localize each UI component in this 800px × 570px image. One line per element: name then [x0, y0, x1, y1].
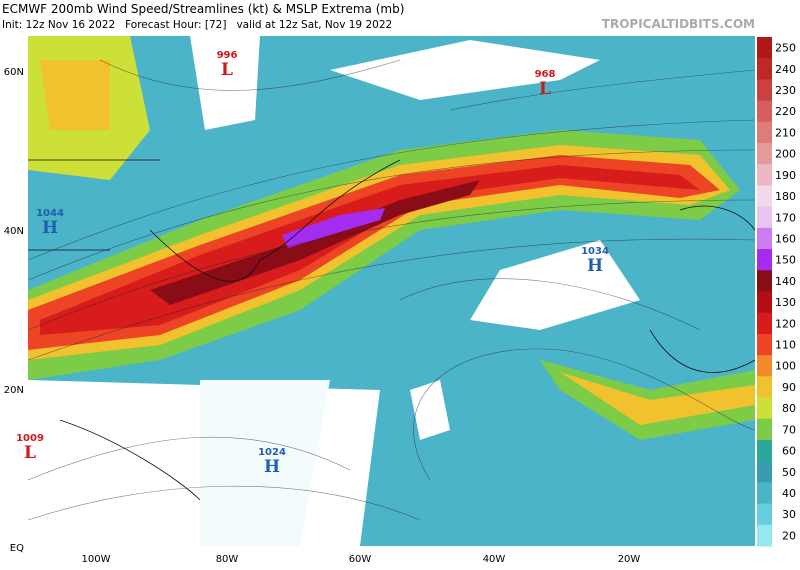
latitude-label: 60N [4, 67, 24, 78]
colorbar-swatch [757, 333, 772, 356]
colorbar-label: 20 [782, 529, 796, 542]
subtitle: Init: 12z Nov 16 2022 Forecast Hour: [72… [2, 19, 392, 31]
colorbar-label: 90 [782, 381, 796, 394]
colorbar-label: 200 [775, 148, 796, 161]
colorbar-swatch [757, 376, 772, 399]
colorbar-swatch [757, 439, 772, 462]
colorbar-swatch [757, 461, 772, 483]
colorbar-label: 80 [782, 402, 796, 415]
colorbar-swatch [757, 164, 772, 186]
longitude-label: 60W [349, 554, 372, 565]
colorbar-swatch [757, 121, 772, 144]
pressure-value: 1009 [16, 433, 44, 444]
longitude-label: 80W [216, 554, 239, 565]
colorbar-label: 120 [775, 317, 796, 330]
colorbar-swatch [757, 397, 772, 420]
pressure-letter: L [221, 60, 233, 80]
map [27, 36, 756, 546]
pressure-value: 968 [535, 69, 556, 80]
colorbar-label: 150 [775, 254, 796, 267]
latitude-label: 20N [4, 385, 24, 396]
colorbar-label: 100 [775, 360, 796, 373]
colorbar-swatch [757, 227, 772, 250]
pressure-letter: H [264, 457, 280, 477]
pressure-value: 1034 [581, 246, 609, 257]
latitude-label: EQ [10, 543, 24, 554]
pressure-letter: H [42, 218, 58, 238]
colorbar-swatch [757, 58, 772, 80]
colorbar-swatch [757, 206, 772, 229]
colorbar-swatch [757, 79, 772, 102]
pressure-letter: L [24, 443, 36, 463]
colorbar-label: 210 [775, 126, 796, 139]
longitude-label: 20W [618, 554, 641, 565]
colorbar-swatch [757, 37, 772, 59]
pressure-letter: H [587, 256, 603, 276]
colorbar-label: 220 [775, 105, 796, 118]
colorbar-label: 110 [775, 339, 796, 352]
colorbar-label: 180 [775, 190, 796, 203]
colorbar-swatch [757, 418, 772, 441]
colorbar-swatch [757, 270, 772, 292]
colorbar-swatch [757, 100, 772, 123]
colorbar-label: 30 [782, 508, 796, 521]
pressure-value: 1044 [36, 208, 64, 219]
colorbar-label: 190 [775, 169, 796, 182]
colorbar-label: 240 [775, 63, 796, 76]
colorbar-label: 70 [782, 423, 796, 436]
title: ECMWF 200mb Wind Speed/Streamlines (kt) … [2, 2, 404, 16]
colorbar-swatch [757, 249, 772, 271]
pressure-value: 996 [217, 50, 238, 61]
pressure-value: 1024 [258, 447, 286, 458]
colorbar-swatch [757, 355, 772, 377]
colorbar-label: 230 [775, 84, 796, 97]
colorbar-label: 170 [775, 211, 796, 224]
colorbar-swatch [757, 143, 772, 165]
longitude-labels: 100W 80W 60W 40W 20W [82, 554, 641, 565]
colorbar-label: 130 [775, 296, 796, 309]
colorbar-label: 40 [782, 487, 796, 500]
colorbar-label: 250 [775, 42, 796, 55]
colorbar-label: 140 [775, 275, 796, 288]
colorbar-swatch [757, 503, 772, 526]
colorbar-label: 160 [775, 232, 796, 245]
colorbar: 250 240 230 220 210 200 190 180 170 160 150 140 130 1… [757, 37, 796, 547]
brand: TROPICALTIDBITS.COM [602, 17, 755, 31]
latitude-label: 40N [4, 226, 24, 237]
latitude-labels: 60N 40N 20N EQ [4, 67, 24, 554]
colorbar-swatch [757, 312, 772, 335]
colorbar-swatch [757, 291, 772, 314]
colorbar-label: 50 [782, 466, 796, 479]
colorbar-swatch [757, 524, 772, 547]
colorbar-label: 60 [782, 445, 796, 458]
colorbar-swatch [757, 185, 772, 208]
pressure-letter: L [539, 79, 551, 99]
longitude-label: 40W [483, 554, 506, 565]
longitude-label: 100W [82, 554, 111, 565]
colorbar-swatch [757, 482, 772, 505]
